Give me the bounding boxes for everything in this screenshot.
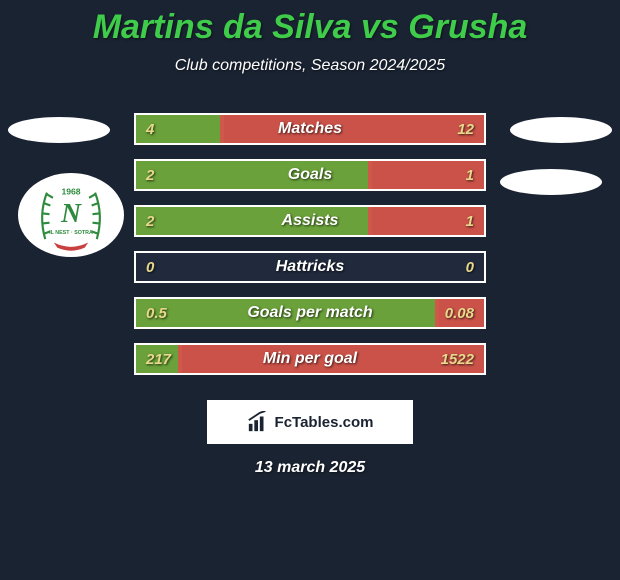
stat-label: Matches [136,120,484,138]
stat-row: 4Matches12 [134,113,486,145]
stat-label: Min per goal [136,350,484,368]
page-subtitle: Club competitions, Season 2024/2025 [0,57,620,75]
page-title: Martins da Silva vs Grusha [0,0,620,47]
stat-right-value: 1522 [441,351,474,368]
left-team-badge: 1968 N IL NEST · SOTRA [18,173,124,257]
badge-year: 1968 [61,186,80,196]
badge-letter: N [60,197,82,228]
brand-badge: FcTables.com [207,400,413,444]
left-flag-placeholder-1 [8,117,110,143]
stat-right-value: 0 [466,259,474,276]
brand-text: FcTables.com [275,414,374,431]
team-crest-icon: 1968 N IL NEST · SOTRA [28,172,114,258]
stat-right-value: 1 [466,167,474,184]
stat-row: 2Assists1 [134,205,486,237]
footer-date: 13 march 2025 [0,459,620,477]
stat-row: 2Goals1 [134,159,486,191]
stat-label: Assists [136,212,484,230]
right-flag-placeholder-1 [510,117,612,143]
chart-icon [247,411,269,433]
badge-caption: IL NEST · SOTRA [49,230,93,236]
stat-label: Goals per match [136,304,484,322]
stat-label: Goals [136,166,484,184]
stat-right-value: 12 [457,121,474,138]
stat-row: 217Min per goal1522 [134,343,486,375]
stat-row: 0Hattricks0 [134,251,486,283]
stat-label: Hattricks [136,258,484,276]
stat-row: 0.5Goals per match0.08 [134,297,486,329]
stat-right-value: 0.08 [445,305,474,322]
right-flag-placeholder-2 [500,169,602,195]
stat-right-value: 1 [466,213,474,230]
stat-bars: 4Matches12 2Goals1 2Assists1 0Hattricks0 0.5… [134,113,486,389]
